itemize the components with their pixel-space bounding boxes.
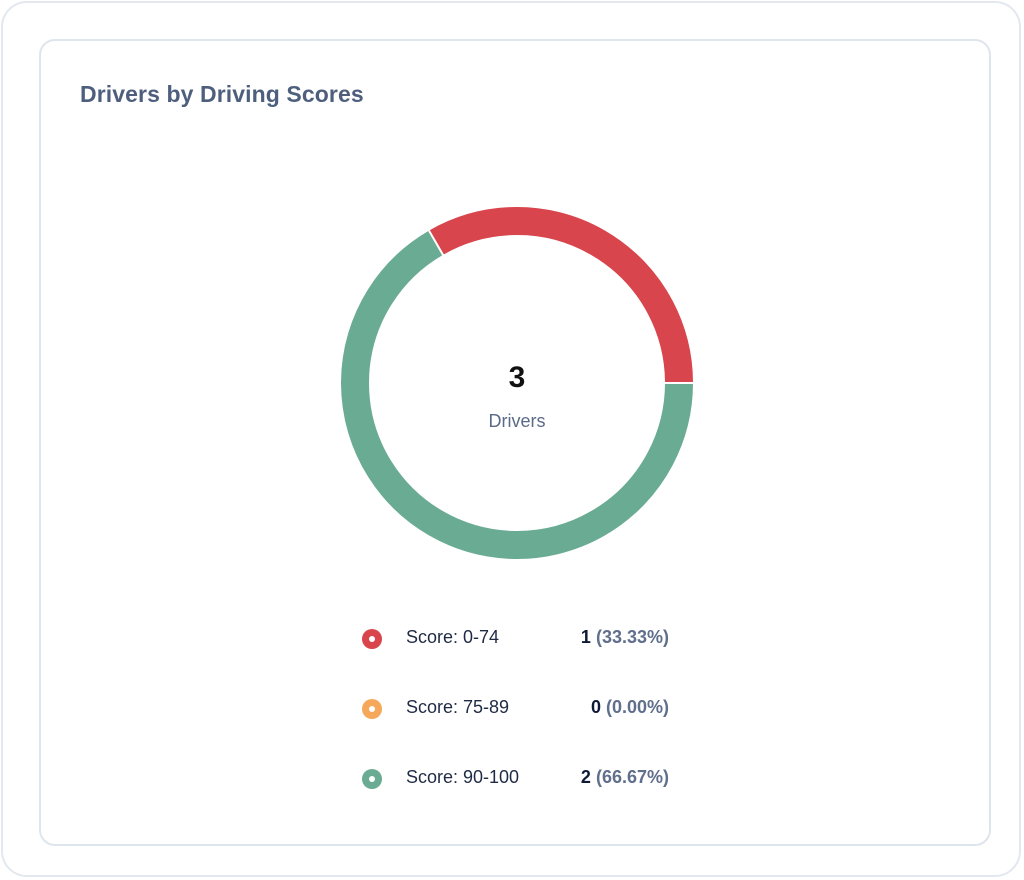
legend-count: 2 <box>580 767 591 787</box>
donut-segment[interactable] <box>341 230 693 559</box>
chart-legend: Score: 0-74 1 (33.33%) Score: 75-89 0 (0… <box>359 623 669 833</box>
donut-chart: 3 Drivers <box>339 205 695 561</box>
donut-center-value: 3 <box>508 361 526 394</box>
orange-dot-icon <box>362 699 382 719</box>
legend-label: Score: 0-74 <box>406 627 500 647</box>
legend-value: 1 (33.33%) <box>581 627 669 648</box>
legend-percent: (0.00%) <box>605 697 669 717</box>
legend-label: Score: 75-89 <box>406 697 510 717</box>
chart-card: Drivers by Driving Scores 3 Drivers Scor… <box>39 39 991 846</box>
legend-item-score-0-74[interactable]: Score: 0-74 1 (33.33%) <box>359 623 669 693</box>
legend-count: 1 <box>580 627 591 647</box>
donut-center-label: Drivers <box>488 411 546 431</box>
legend-percent: (66.67%) <box>595 767 669 787</box>
legend-value: 2 (66.67%) <box>581 767 669 788</box>
red-dot-icon <box>362 629 382 649</box>
legend-value: 0 (0.00%) <box>591 697 669 718</box>
legend-label: Score: 90-100 <box>406 767 520 787</box>
green-dot-icon <box>362 769 382 789</box>
donut-segment[interactable] <box>429 207 693 384</box>
legend-count: 0 <box>590 697 601 717</box>
legend-item-score-75-89[interactable]: Score: 75-89 0 (0.00%) <box>359 693 669 763</box>
legend-percent: (33.33%) <box>595 627 669 647</box>
card-title: Drivers by Driving Scores <box>80 81 364 107</box>
donut-svg <box>341 207 694 559</box>
legend-item-score-90-100[interactable]: Score: 90-100 2 (66.67%) <box>359 763 669 833</box>
